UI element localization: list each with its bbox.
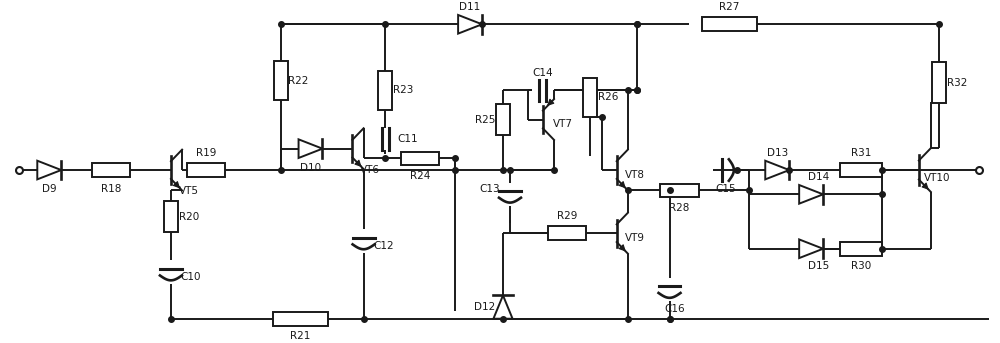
Text: VT5: VT5	[179, 186, 199, 197]
Text: R25: R25	[475, 115, 495, 125]
Text: VT10: VT10	[924, 173, 950, 183]
Text: R23: R23	[393, 85, 413, 95]
Bar	[496, 104, 510, 135]
Text: R18: R18	[101, 185, 121, 194]
Text: R20: R20	[179, 212, 199, 222]
Text: D12: D12	[474, 302, 496, 312]
Bar	[92, 163, 130, 177]
Bar	[932, 62, 946, 103]
Text: C10: C10	[181, 272, 201, 282]
Polygon shape	[458, 15, 482, 34]
Bar	[273, 312, 328, 326]
Text: VT9: VT9	[625, 233, 645, 243]
Polygon shape	[37, 161, 61, 179]
Text: C16: C16	[664, 304, 685, 314]
Polygon shape	[299, 139, 322, 158]
Bar	[274, 61, 288, 100]
Text: R27: R27	[719, 2, 740, 12]
Polygon shape	[765, 161, 789, 179]
Bar	[840, 242, 882, 256]
Text: R24: R24	[410, 171, 430, 181]
Text: R29: R29	[557, 211, 577, 221]
Text: R28: R28	[669, 203, 690, 213]
Text: R32: R32	[947, 78, 967, 87]
Bar	[187, 163, 225, 177]
Text: C11: C11	[397, 134, 418, 144]
Bar	[401, 152, 439, 165]
Text: R22: R22	[288, 76, 309, 86]
Bar	[548, 226, 586, 240]
Bar	[164, 201, 178, 232]
Text: R31: R31	[851, 147, 871, 157]
Text: R21: R21	[290, 331, 311, 341]
Bar	[660, 184, 699, 197]
Text: D13: D13	[767, 147, 788, 157]
Text: VT6: VT6	[360, 165, 380, 175]
Text: R26: R26	[598, 92, 618, 102]
Text: VT8: VT8	[625, 170, 645, 180]
Text: VT7: VT7	[553, 119, 573, 129]
Text: R19: R19	[196, 147, 216, 157]
Text: D10: D10	[300, 163, 321, 173]
Text: D15: D15	[808, 261, 830, 271]
Polygon shape	[799, 185, 823, 204]
Bar	[378, 71, 392, 110]
Text: D9: D9	[42, 185, 57, 194]
Polygon shape	[799, 239, 823, 258]
Bar	[840, 163, 882, 177]
Text: D14: D14	[808, 172, 830, 182]
Polygon shape	[493, 295, 513, 319]
Text: R30: R30	[851, 261, 871, 271]
Text: C13: C13	[480, 185, 500, 194]
Text: C12: C12	[373, 241, 394, 251]
Bar	[583, 78, 597, 117]
Bar	[702, 17, 757, 31]
Text: D11: D11	[459, 2, 481, 12]
Text: C14: C14	[533, 68, 553, 78]
Text: C15: C15	[715, 185, 736, 194]
